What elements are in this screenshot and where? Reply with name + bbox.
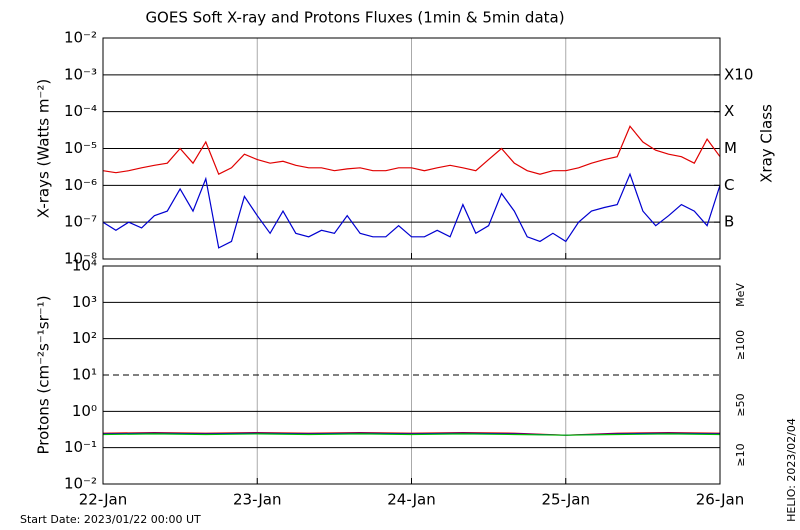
y-tick-label: 10³ bbox=[72, 293, 97, 311]
legend-label: ≥50 bbox=[734, 393, 747, 416]
y-tick-label: 10⁻⁶ bbox=[64, 176, 97, 194]
y-tick-label: 10⁻⁸ bbox=[64, 250, 97, 268]
y2-tick-label: C bbox=[724, 176, 734, 194]
series-line bbox=[102, 172, 721, 249]
legend-label: ≥100 bbox=[734, 330, 747, 360]
y-tick-label: 10² bbox=[72, 329, 97, 347]
x-tick-label: 25-Jan bbox=[542, 491, 590, 509]
y-tick-label: 10⁻² bbox=[64, 475, 97, 493]
x-tick-label: 24-Jan bbox=[387, 491, 435, 509]
legend-label: ≥10 bbox=[734, 443, 747, 466]
chart-title: GOES Soft X-ray and Protons Fluxes (1min… bbox=[145, 9, 564, 27]
y-tick-label: 10¹ bbox=[72, 366, 97, 384]
helio-date: HELIO: 2023/02/04 bbox=[785, 418, 798, 522]
series-line bbox=[102, 433, 721, 436]
legend-title: MeV bbox=[734, 283, 747, 307]
y-tick-label: 10⁻¹ bbox=[64, 438, 97, 456]
y2-tick-label: X bbox=[724, 102, 734, 120]
y2-tick-label: M bbox=[724, 139, 737, 157]
y-tick-label: 10⁻³ bbox=[64, 65, 97, 83]
plot-frame bbox=[102, 37, 721, 260]
series-line bbox=[102, 431, 721, 436]
x-tick-label: 23-Jan bbox=[233, 491, 281, 509]
y-axis-title: X-rays (Watts m⁻²) bbox=[35, 79, 53, 218]
plot-frame bbox=[102, 265, 721, 485]
x-tick-label: 26-Jan bbox=[696, 491, 744, 509]
y-tick-label: 10⁻⁴ bbox=[64, 102, 97, 120]
series-line bbox=[102, 125, 721, 176]
y-axis-title: Protons (cm⁻²s⁻¹sr⁻¹) bbox=[35, 295, 53, 454]
start-date: Start Date: 2023/01/22 00:00 UT bbox=[20, 513, 201, 526]
y2-tick-label: B bbox=[724, 213, 734, 231]
y-tick-label: 10⁰ bbox=[72, 402, 97, 420]
y-tick-label: 10⁻² bbox=[64, 29, 97, 47]
y-tick-label: 10⁻⁷ bbox=[64, 213, 97, 231]
y2-tick-label: X10 bbox=[724, 65, 753, 83]
y2-axis-title: Xray Class bbox=[758, 104, 776, 183]
y-tick-label: 10⁻⁵ bbox=[64, 139, 97, 157]
x-tick-label: 22-Jan bbox=[79, 491, 127, 509]
y-tick-label: 10⁴ bbox=[72, 257, 97, 275]
